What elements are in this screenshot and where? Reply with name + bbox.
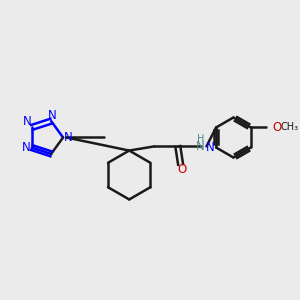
Text: H: H [196,134,204,144]
Text: N: N [196,140,205,153]
Text: N: N [22,141,31,154]
Text: N: N [64,131,72,144]
Text: N: N [23,115,32,128]
Text: N: N [206,141,214,154]
Text: O: O [177,163,187,176]
Text: O: O [272,121,282,134]
Text: N: N [48,109,57,122]
Text: CH₃: CH₃ [280,122,299,133]
